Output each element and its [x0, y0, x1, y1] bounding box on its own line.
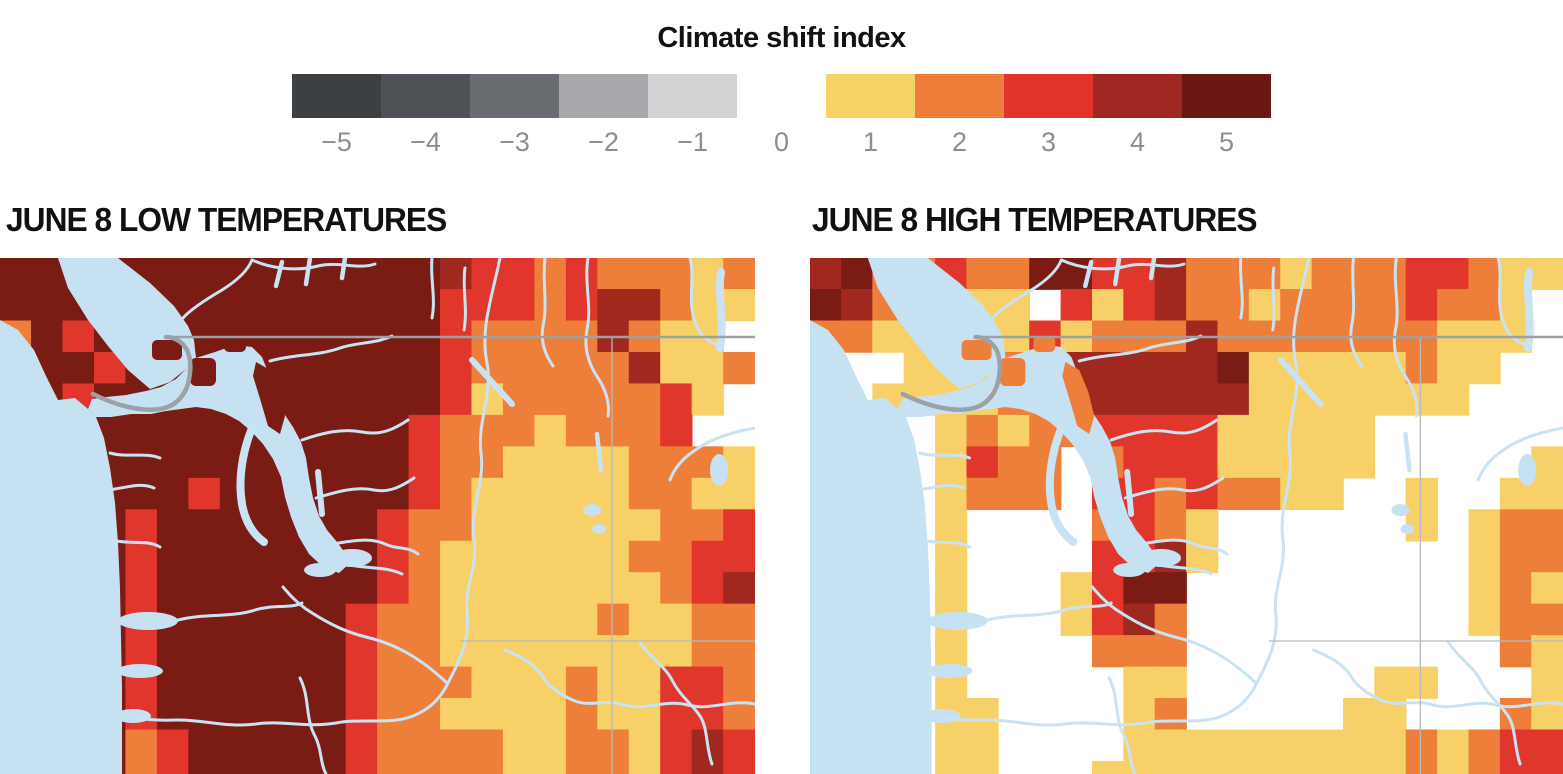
map-low-temperatures: [0, 258, 755, 774]
legend-color-scale: [292, 74, 1271, 118]
legend-tick: 3: [1040, 127, 1057, 157]
legend-swatch: [470, 74, 559, 118]
map-title-low-temperatures: JUNE 8 LOW TEMPERATURES: [6, 201, 447, 238]
legend-swatch: [1093, 74, 1182, 118]
legend-tick: −1: [677, 127, 708, 157]
legend-tick: 2: [951, 127, 968, 157]
legend-swatch: [381, 74, 470, 118]
legend-swatch: [915, 74, 1004, 118]
csi-grid: [810, 258, 1563, 774]
legend-swatch: [1004, 74, 1093, 118]
legend-swatch: [559, 74, 648, 118]
legend-title: Climate shift index: [657, 22, 906, 54]
map-high-temperatures: [810, 258, 1563, 774]
legend-tick: −2: [588, 127, 619, 157]
map-title-high-temperatures: JUNE 8 HIGH TEMPERATURES: [812, 201, 1258, 238]
legend-tick: −3: [499, 127, 530, 157]
legend-tick: 1: [862, 127, 879, 157]
legend-tick: 5: [1218, 127, 1235, 157]
legend-tick-labels: −5 −4 −3 −2 −1 0 1 2 3 4 5: [292, 126, 1271, 158]
legend-swatch: [1182, 74, 1271, 118]
legend-tick: 0: [773, 127, 790, 157]
geography-overlay: [810, 258, 1563, 774]
legend-tick: −4: [410, 127, 441, 157]
legend-tick: 4: [1129, 127, 1146, 157]
legend-tick: −5: [321, 127, 352, 157]
geography-overlay: [0, 258, 755, 774]
legend-swatch: [648, 74, 737, 118]
legend-swatch: [292, 74, 381, 118]
legend-swatch: [737, 74, 826, 118]
legend-swatch: [826, 74, 915, 118]
